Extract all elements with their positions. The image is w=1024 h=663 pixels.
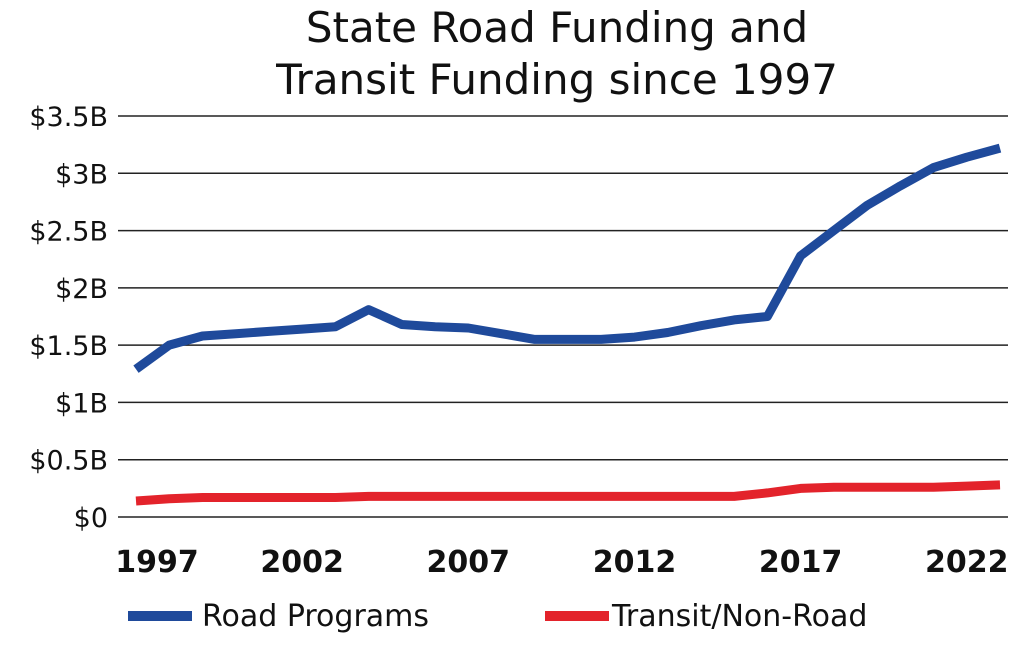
legend: Road Programs Transit/Non-Road xyxy=(128,599,867,634)
y-tick-label: $0 xyxy=(74,503,108,534)
chart-title-line-2: Transit Funding since 1997 xyxy=(276,55,838,104)
chart-title: State Road Funding and Transit Funding s… xyxy=(0,2,1024,106)
y-axis-tick-labels: $0 $0.5B $1B $1.5B $2B $2.5B $3B $3.5B xyxy=(29,102,108,534)
series-line-transit-non-road xyxy=(135,480,1001,506)
x-tick-label: 2002 xyxy=(260,545,344,580)
series-lines xyxy=(133,143,1002,506)
x-axis-tick-labels: 1997 2002 2007 2012 2017 2022 xyxy=(115,545,1008,580)
x-tick-label: 2012 xyxy=(593,545,677,580)
y-tick-label: $1B xyxy=(55,388,108,419)
y-tick-label: $1.5B xyxy=(29,331,108,362)
legend-label: Road Programs xyxy=(202,599,429,634)
x-tick-label: 2017 xyxy=(759,545,843,580)
x-tick-label: 1997 xyxy=(115,545,199,580)
x-tick-label: 2022 xyxy=(925,545,1009,580)
gridlines xyxy=(118,115,1008,518)
y-tick-label: $0.5B xyxy=(29,446,108,477)
x-tick-label: 2007 xyxy=(427,545,511,580)
y-tick-label: $3.5B xyxy=(29,102,108,133)
chart-title-line-1: State Road Funding and xyxy=(305,3,809,52)
y-tick-label: $3B xyxy=(55,159,108,190)
y-tick-label: $2.5B xyxy=(29,217,108,248)
series-line-road-programs xyxy=(133,143,1002,373)
legend-label: Transit/Non-Road xyxy=(611,599,867,634)
y-tick-label: $2B xyxy=(55,274,108,305)
